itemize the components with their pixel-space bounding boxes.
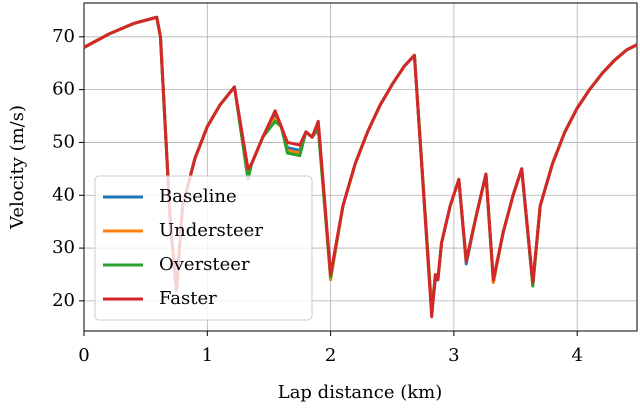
y-tick-label: 20 xyxy=(52,290,75,311)
legend-label: Baseline xyxy=(159,186,237,207)
y-tick-label: 60 xyxy=(52,79,75,100)
plot-frame xyxy=(83,2,638,332)
legend-box xyxy=(94,175,313,321)
y-tick-label: 30 xyxy=(52,237,75,258)
x-tick-label: 4 xyxy=(571,345,582,366)
legend-label: Faster xyxy=(159,288,217,309)
x-tick-label: 2 xyxy=(325,345,336,366)
x-axis-label: Lap distance (km) xyxy=(278,382,442,403)
x-tick-label: 3 xyxy=(448,345,459,366)
x-tick-label: 0 xyxy=(78,345,89,366)
y-tick-label: 50 xyxy=(52,131,75,152)
legend-label: Understeer xyxy=(159,220,263,241)
y-tick-label: 40 xyxy=(52,184,75,205)
series-line xyxy=(83,15,638,319)
x-tick-label: 1 xyxy=(202,345,213,366)
legend-label: Oversteer xyxy=(159,254,250,275)
y-axis-label: Velocity (m/s) xyxy=(7,105,28,230)
y-tick-label: 70 xyxy=(52,26,75,47)
